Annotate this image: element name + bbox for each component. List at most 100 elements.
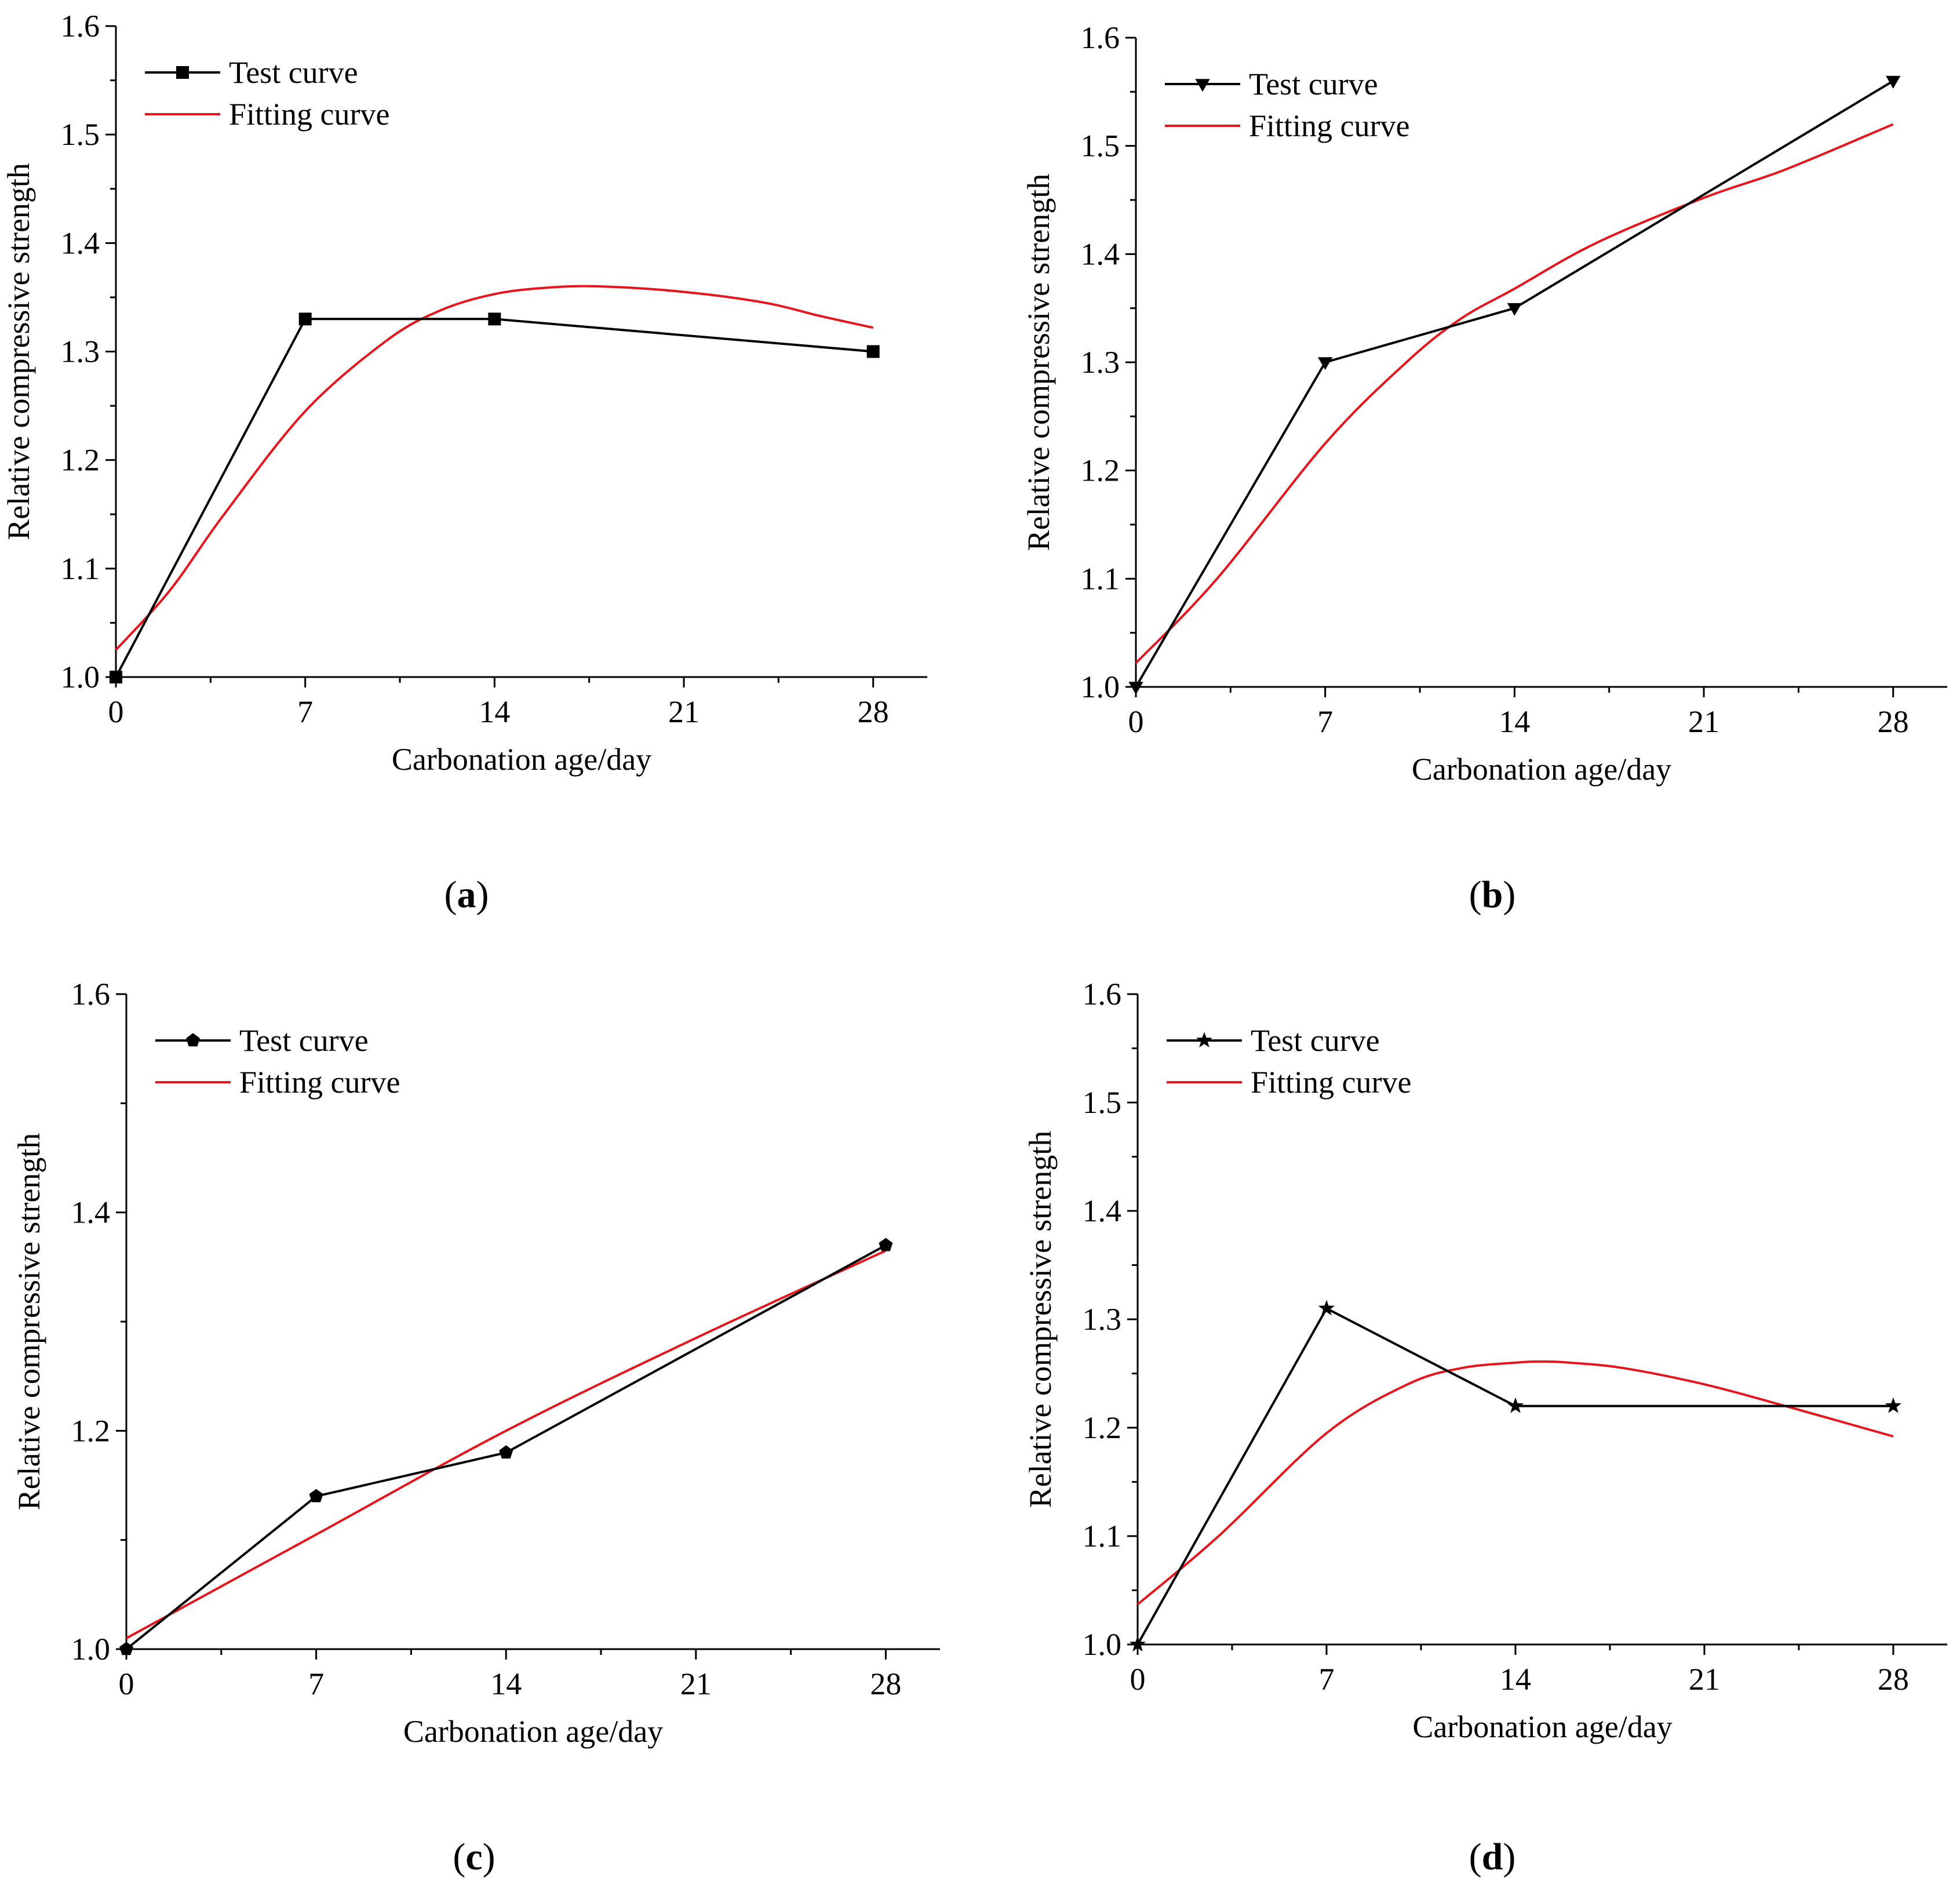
x-tick-label: 28 [1878,1662,1909,1697]
chart-panel-d: 1.0 1.1 1.2 1.3 1.4 1.5 1.6 0 7 14 21 28 Carbonation… [1023,977,1947,1878]
test-curve-point [866,345,880,358]
y-tick-label: 1.0 [71,1632,111,1667]
legend-fitting-label: Fitting curve [229,97,389,132]
panel-caption-letter: a [457,874,476,916]
legend-fitting-label: Fitting curve [1251,1065,1411,1100]
test-curve-point [119,1642,133,1656]
test-curve-point [1885,1397,1901,1413]
test-curve-line [125,1244,887,1650]
test-curve-point [1507,1397,1524,1413]
y-axis-title: Relative compressive strength [1021,174,1056,551]
x-axis-title: Carbonation age/day [392,742,651,777]
test-curve-point [1318,357,1333,370]
panel-caption-close: ) [1503,874,1515,916]
chart-panel-b: 1.0 1.1 1.2 1.3 1.4 1.5 1.6 0 7 14 21 28 Carbonation… [1021,20,1947,916]
x-tick-label: 21 [680,1667,712,1701]
test-curve-point [110,671,122,683]
y-axis-title: Relative compressive strength [12,1133,46,1511]
y-tick-label: 1.6 [71,977,111,1012]
test-curve-point [1318,1300,1335,1316]
fitting-curve-line [115,285,874,651]
panel-caption: (a) [445,874,489,916]
test-curve-point [298,312,312,326]
fitting-curve-line [126,1249,887,1639]
x-tick-label: 14 [1499,704,1530,739]
y-tick-label: 1.4 [61,225,100,260]
legend-fitting-label: Fitting curve [239,1065,400,1100]
legend-test-marker [176,66,189,79]
y-tick-label: 1.6 [1081,20,1120,55]
chart-panel-c: 1.0 1.2 1.4 1.6 0 7 14 21 28 Carbonation age/day R… [12,977,940,1878]
x-tick-label: 0 [1130,1662,1146,1697]
fitting-curve-line [1136,1360,1894,1606]
y-tick-label: 1.2 [71,1413,111,1448]
y-tick-label: 1.2 [1081,453,1120,488]
panel-caption-open: ( [445,874,457,916]
panel-caption: (c) [453,1836,495,1878]
x-tick-label: 14 [490,1667,522,1701]
y-tick-label: 1.1 [1081,561,1120,596]
test-curve-point [1129,1636,1146,1651]
legend-test-label: Test curve [1251,1023,1380,1058]
fitting-curve-line [1135,123,1894,664]
test-curve-point [879,1238,893,1251]
panel-caption-close: ) [483,1836,496,1878]
legend-fitting-label: Fitting curve [1249,108,1409,143]
x-tick-label: 0 [108,694,124,729]
test-curve-point [309,1489,323,1502]
panel-caption-open: ( [453,1836,465,1878]
x-tick-label: 0 [119,1667,134,1701]
x-axis-title: Carbonation age/day [1412,1709,1672,1744]
x-tick-label: 21 [1688,704,1719,739]
y-tick-label: 1.1 [1083,1519,1122,1553]
test-curve-point [1886,75,1901,89]
x-tick-label: 7 [1317,704,1333,739]
panel-caption-letter: c [465,1836,482,1878]
x-tick-label: 7 [1318,1662,1334,1697]
panel-caption: (d) [1469,1836,1516,1878]
y-tick-label: 1.1 [61,551,100,586]
panel-caption-open: ( [1469,1836,1482,1878]
panel-caption-open: ( [1469,874,1482,916]
panel-caption-letter: b [1482,874,1503,916]
x-tick-label: 7 [297,694,313,729]
x-tick-label: 7 [308,1667,324,1701]
x-tick-label: 14 [1500,1662,1531,1697]
legend-test-label: Test curve [1249,67,1378,101]
test-curve-line [1135,79,1894,688]
y-tick-label: 1.5 [1083,1085,1122,1120]
x-tick-label: 21 [668,694,700,729]
y-tick-label: 1.5 [1081,129,1120,163]
y-tick-label: 1.3 [1083,1302,1122,1337]
y-tick-label: 1.3 [1081,345,1120,380]
x-tick-label: 28 [870,1667,901,1701]
x-tick-label: 28 [1878,704,1909,739]
legend-test-label: Test curve [229,55,358,90]
chart-panel-a: 1.0 1.1 1.2 1.3 1.4 1.5 1.6 0 7 14 21 28 Carbonation… [1,9,927,916]
test-curve-point [499,1445,513,1459]
y-tick-label: 1.6 [1083,977,1122,1012]
y-tick-label: 1.2 [1083,1410,1122,1445]
x-tick-label: 0 [1128,704,1144,739]
y-tick-label: 1.4 [1081,237,1120,271]
legend-test-label: Test curve [239,1023,369,1058]
panel-caption-close: ) [1503,1836,1515,1878]
x-axis-title: Carbonation age/day [1412,752,1671,787]
x-tick-label: 21 [1689,1662,1720,1697]
test-curve-point [1128,682,1143,695]
y-tick-label: 1.5 [61,117,100,152]
x-axis-title: Carbonation age/day [403,1714,663,1749]
test-curve-line [115,318,873,678]
y-tick-label: 1.4 [1083,1194,1122,1228]
legend-test-marker [1195,79,1210,92]
test-curve-line [1136,1307,1893,1645]
y-tick-label: 1.0 [1081,670,1120,704]
y-tick-label: 1.2 [61,443,100,478]
x-tick-label: 14 [479,694,510,729]
legend-test-marker [186,1033,200,1047]
test-curve-point [1507,303,1522,316]
y-axis-title: Relative compressive strength [1,163,36,540]
test-curve-point [488,312,501,326]
panel-caption: (b) [1469,874,1516,916]
